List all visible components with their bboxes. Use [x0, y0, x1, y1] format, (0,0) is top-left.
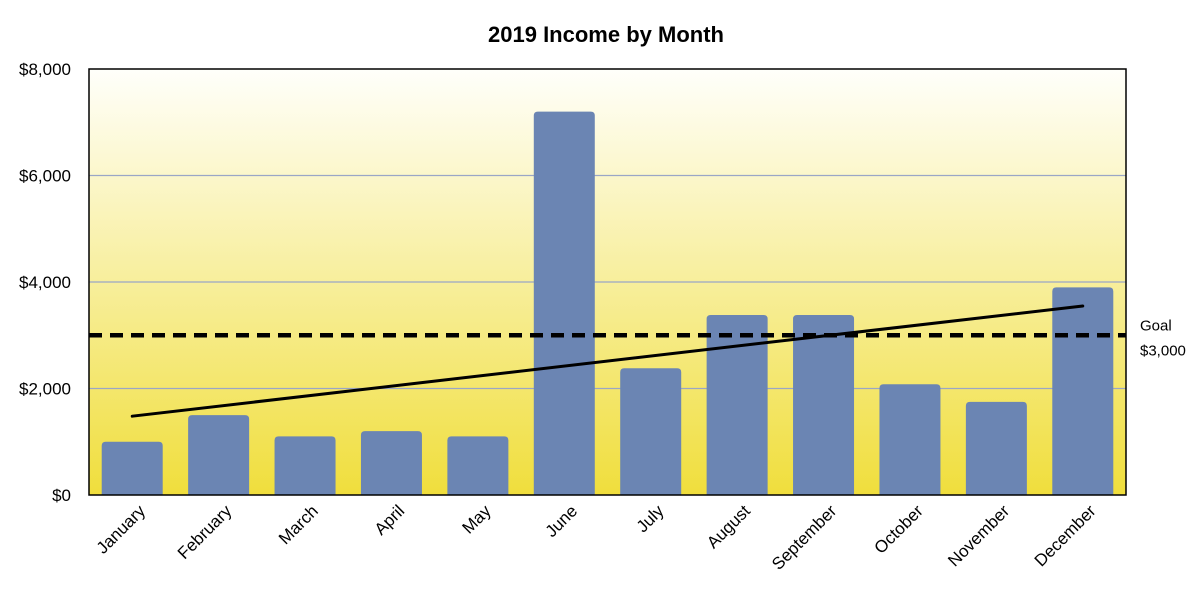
bar-march: [274, 436, 336, 495]
gridlines: [89, 174, 1126, 390]
x-tick-label: January: [93, 501, 150, 558]
bar-september: [793, 315, 855, 495]
bar-january: [101, 441, 163, 495]
x-tick-label: December: [1031, 501, 1100, 570]
trendline-group: [130, 304, 1085, 418]
trendline: [130, 304, 1085, 418]
x-tick-label: June: [542, 501, 582, 541]
bar-may: [447, 436, 509, 495]
bar-july: [620, 368, 682, 495]
bar-november: [965, 401, 1027, 495]
y-tick-label: $4,000: [19, 273, 71, 292]
goal-value-label: $3,000: [1140, 342, 1186, 359]
y-tick-label: $6,000: [19, 167, 71, 186]
bar-august: [706, 315, 768, 495]
y-axis-ticks: $0 $2,000 $4,000 $6,000 $8,000: [19, 60, 71, 505]
x-tick-label: October: [871, 501, 927, 557]
x-tick-label: November: [944, 501, 1013, 570]
x-tick-label: September: [768, 501, 840, 573]
bar-april: [360, 431, 422, 495]
bar-december: [1052, 287, 1114, 495]
y-tick-label: $2,000: [19, 380, 71, 399]
goal-label: Goal: [1140, 317, 1172, 334]
x-axis-ticks: January February March April May June July Augu…: [93, 501, 1100, 574]
bar-february: [188, 415, 250, 495]
bar-october: [879, 384, 941, 495]
x-tick-label: July: [633, 501, 668, 536]
y-tick-label: $0: [52, 486, 71, 505]
y-tick-label: $8,000: [19, 60, 71, 79]
goal-labels: Goal $3,000: [1140, 317, 1186, 359]
x-tick-label: March: [275, 501, 322, 548]
bar-june: [533, 111, 595, 495]
x-tick-label: August: [703, 501, 754, 552]
chart-title: 2019 Income by Month: [488, 22, 724, 47]
x-tick-label: February: [174, 501, 236, 563]
plot-frame: [88, 68, 1127, 496]
x-tick-label: May: [459, 501, 495, 537]
bars: [101, 111, 1114, 495]
x-tick-label: April: [371, 501, 408, 538]
